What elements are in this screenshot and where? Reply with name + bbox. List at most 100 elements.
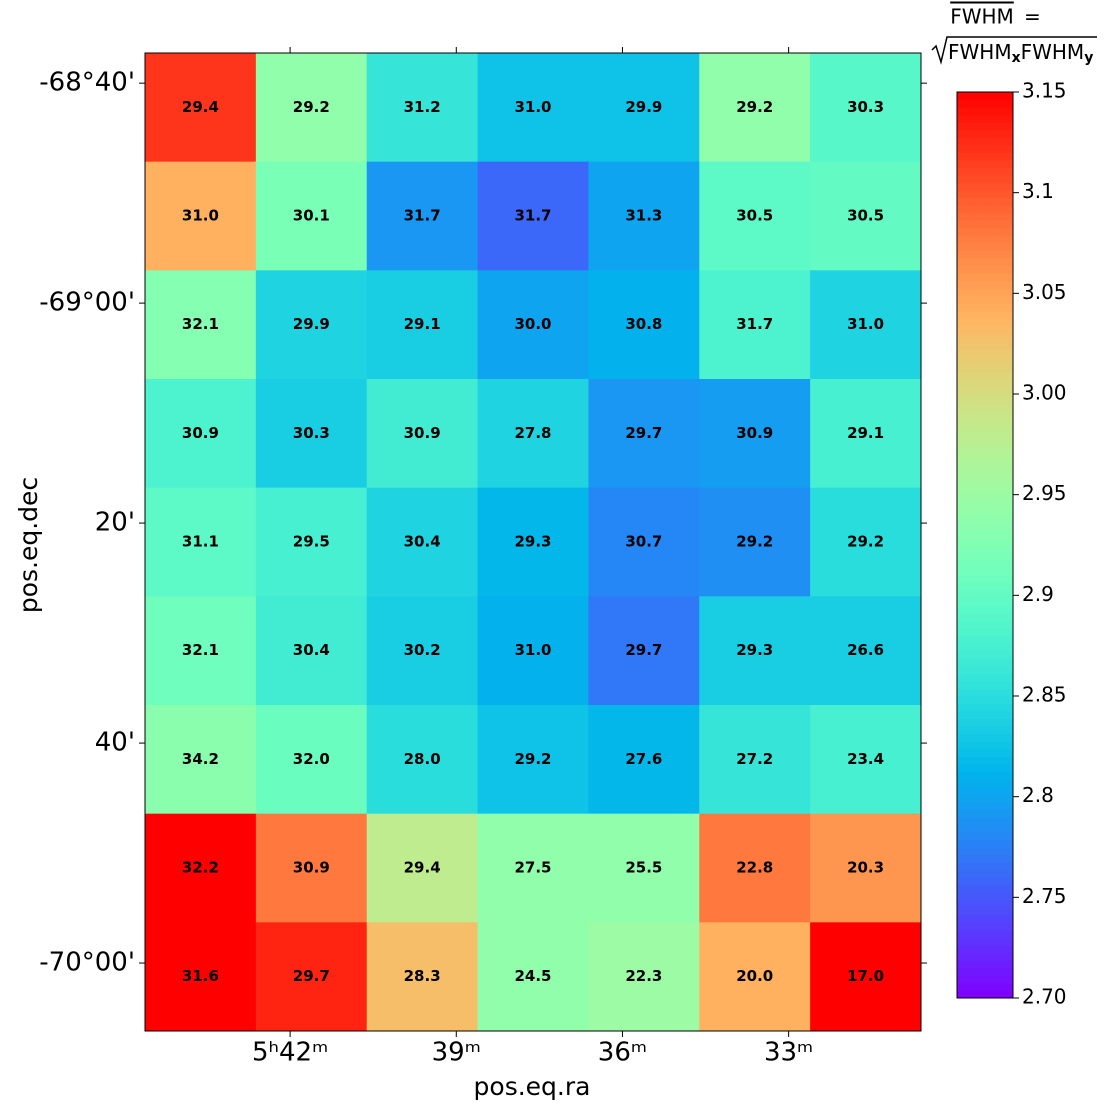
heatmap-cell <box>145 161 257 271</box>
colorbar-segment <box>957 477 1013 486</box>
cell-annotation: 31.7 <box>514 207 551 225</box>
heatmap-cell <box>145 813 257 923</box>
colorbar-segment <box>957 258 1013 267</box>
heatmap-cell <box>588 596 700 706</box>
colorbar-segment <box>957 703 1013 712</box>
heatmap-cell <box>699 596 811 706</box>
cell-annotation: 28.0 <box>404 750 441 768</box>
colorbar-segment <box>957 333 1013 342</box>
cell-annotation: 27.5 <box>514 859 551 877</box>
cell-annotation: 30.7 <box>625 533 662 551</box>
colorbar-segment <box>957 137 1013 146</box>
colorbar-segment <box>957 99 1013 108</box>
colorbar-segment <box>957 499 1013 508</box>
colorbar-label: = <box>1024 5 1041 29</box>
colorbar-segment <box>957 280 1013 289</box>
colorbar-segment <box>957 952 1013 961</box>
colorbar-segment <box>957 612 1013 621</box>
cell-annotation: 31.0 <box>847 315 884 333</box>
cell-annotation: 30.3 <box>847 98 884 116</box>
colorbar-segment <box>957 945 1013 954</box>
heatmap-cell <box>366 53 479 163</box>
colorbar-segment <box>957 930 1013 939</box>
heatmap-cell <box>810 161 922 271</box>
colorbar-segment <box>957 756 1013 765</box>
cell-annotation: 24.5 <box>514 967 551 985</box>
colorbar-segment <box>957 484 1013 493</box>
cell-annotation: 29.9 <box>293 315 330 333</box>
heatmap-cell <box>255 270 368 380</box>
heatmap-cell <box>145 487 257 597</box>
cell-annotation: 29.9 <box>625 98 662 116</box>
cell-annotation: 20.3 <box>847 859 884 877</box>
colorbar-segment <box>957 227 1013 236</box>
y-tick-label: -68°40' <box>39 68 135 98</box>
colorbar-segment <box>957 779 1013 788</box>
heatmap-cell <box>477 161 589 271</box>
colorbar-segment <box>957 922 1013 931</box>
y-tick-label: 40' <box>95 728 135 758</box>
cell-annotation: 30.1 <box>293 207 330 225</box>
colorbar-segment <box>957 439 1013 448</box>
heatmap-cell <box>145 596 257 706</box>
colorbar-segment <box>957 665 1013 674</box>
colorbar-segment <box>957 378 1013 387</box>
colorbar-segment <box>957 650 1013 659</box>
colorbar-segment <box>957 620 1013 629</box>
heatmap-cell <box>366 596 479 706</box>
colorbar-segment <box>957 839 1013 848</box>
colorbar-segment <box>957 348 1013 357</box>
colorbar-segment <box>957 982 1013 991</box>
colorbar-tick-label: 3.1 <box>1022 179 1054 203</box>
colorbar-segment <box>957 507 1013 516</box>
y-tick-label: 20' <box>95 508 135 538</box>
colorbar-segment <box>957 220 1013 229</box>
heatmap-cell <box>699 813 811 923</box>
colorbar-tick-label: 2.8 <box>1022 783 1054 807</box>
colorbar-segment <box>957 854 1013 863</box>
colorbar-segment <box>957 409 1013 418</box>
colorbar-segment <box>957 265 1013 274</box>
colorbar-segment <box>957 975 1013 984</box>
cell-annotation: 22.3 <box>625 967 662 985</box>
heatmap-cell <box>588 161 700 271</box>
heatmap-cell <box>810 813 922 923</box>
colorbar-segment <box>957 741 1013 750</box>
heatmap-cell <box>810 922 922 1032</box>
cell-annotation: 30.9 <box>182 424 219 442</box>
colorbar-segment <box>957 401 1013 410</box>
colorbar-tick-label: 2.70 <box>1022 985 1067 1009</box>
colorbar-segment <box>957 869 1013 878</box>
cell-annotation: 32.2 <box>182 859 219 877</box>
cell-annotation: 26.6 <box>847 641 884 659</box>
colorbar-segment <box>957 250 1013 259</box>
heatmap-cell <box>588 813 700 923</box>
colorbar-segment <box>957 643 1013 652</box>
colorbar-segment <box>957 454 1013 463</box>
colorbar-segment <box>957 107 1013 116</box>
colorbar-segment <box>957 597 1013 606</box>
heatmap-cell <box>255 487 368 597</box>
colorbar-segment <box>957 673 1013 682</box>
cell-annotation: 30.9 <box>293 859 330 877</box>
cell-annotation: 17.0 <box>847 967 884 985</box>
colorbar-segment <box>957 582 1013 591</box>
colorbar-segment <box>957 552 1013 561</box>
colorbar-segment <box>957 386 1013 395</box>
colorbar-segment <box>957 733 1013 742</box>
heatmap-cell <box>588 270 700 380</box>
heatmap-cell <box>588 487 700 597</box>
colorbar-segment <box>957 197 1013 206</box>
heatmap-cell <box>145 53 257 163</box>
colorbar-segment <box>957 696 1013 705</box>
colorbar-segment <box>957 235 1013 244</box>
colorbar-segment <box>957 680 1013 689</box>
colorbar-tick-label: 2.85 <box>1022 683 1067 707</box>
cell-annotation: 29.7 <box>625 641 662 659</box>
x-tick-label: 36ᵐ <box>598 1038 647 1068</box>
cell-annotation: 29.2 <box>847 533 884 551</box>
colorbar-segment <box>957 831 1013 840</box>
colorbar-segment <box>957 771 1013 780</box>
heatmap-cell <box>255 379 368 489</box>
